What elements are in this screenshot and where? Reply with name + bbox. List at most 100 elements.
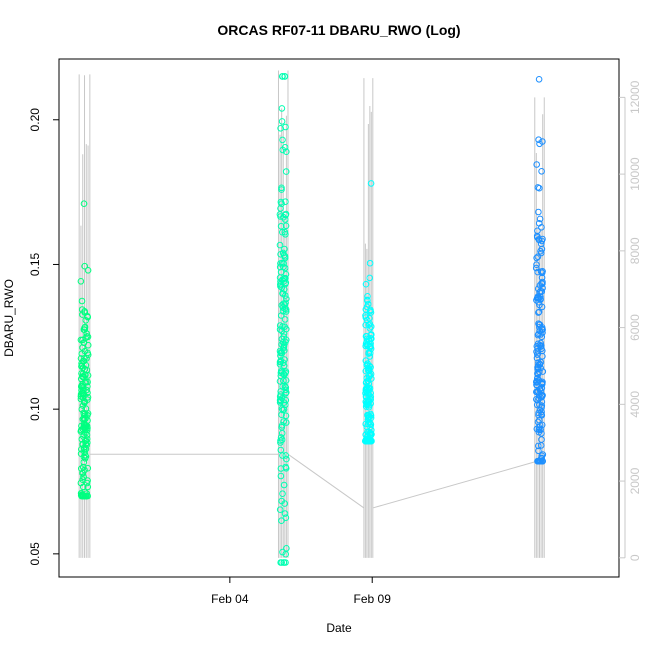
y2-tick-label: 6000 (628, 314, 642, 341)
data-point (82, 334, 89, 342)
data-point (279, 368, 286, 376)
data-point (281, 510, 289, 517)
data-point (80, 200, 88, 207)
data-point (533, 295, 541, 302)
data-point (282, 274, 289, 282)
data-point (282, 550, 290, 558)
data-point (83, 479, 91, 487)
data-point (79, 476, 86, 484)
data-point (278, 105, 286, 112)
data-point (83, 426, 91, 434)
data-point (84, 464, 92, 472)
data-point (278, 429, 286, 437)
data-point (277, 358, 285, 366)
data-point (533, 254, 540, 262)
data-point (80, 410, 88, 418)
data-point (276, 506, 284, 514)
data-point (538, 168, 545, 175)
data-point (84, 313, 91, 321)
data-point (366, 307, 374, 315)
data-point (81, 466, 88, 474)
data-point (282, 514, 290, 522)
data-point (534, 253, 542, 261)
data-point (536, 282, 544, 289)
data-point (534, 331, 542, 339)
data-point (281, 383, 289, 390)
data-point (282, 401, 289, 409)
data-point (282, 222, 290, 230)
data-point (367, 335, 375, 342)
data-point (534, 227, 541, 235)
data-point (80, 398, 88, 405)
data-point (278, 335, 286, 343)
data-point (536, 215, 544, 223)
data-point (84, 477, 91, 484)
data-point (81, 326, 88, 334)
data-point (365, 414, 372, 421)
data-point (283, 455, 290, 463)
plot-frame (58, 58, 620, 578)
data-point (362, 280, 370, 288)
data-point (80, 433, 87, 440)
data-point (283, 295, 290, 303)
data-point (281, 73, 288, 80)
x-tick-label: Feb 09 (354, 592, 392, 606)
data-point (81, 262, 88, 270)
data-point (363, 335, 371, 343)
data-point (277, 281, 284, 288)
data-point (77, 278, 85, 285)
data-point (282, 231, 289, 238)
y-tick-label: 0.20 (28, 108, 42, 132)
data-point (278, 517, 285, 525)
x-tick-label: Feb 04 (211, 592, 249, 606)
data-point (278, 73, 286, 80)
data-point (84, 394, 92, 401)
data-point (83, 441, 90, 449)
data-point (535, 428, 543, 436)
data-point (282, 396, 290, 404)
data-point (81, 455, 89, 462)
data-point (84, 267, 92, 274)
data-point (365, 380, 373, 388)
data-point (282, 384, 290, 391)
data-point (282, 369, 289, 377)
data-point (277, 472, 285, 480)
data-point (366, 353, 374, 360)
data-point (367, 323, 375, 330)
secondary-y-axis: 0 2000 4000 6000 8000 10000 12000 (619, 80, 642, 561)
data-point (539, 268, 546, 275)
data-point (364, 297, 371, 304)
data-point (280, 406, 288, 413)
data-point (534, 347, 542, 355)
data-point (534, 344, 542, 352)
data-point (538, 384, 546, 392)
data-point (84, 483, 92, 491)
data-point (278, 411, 285, 419)
data-point (534, 388, 542, 395)
data-point (83, 492, 90, 500)
data-point (364, 377, 372, 385)
data-point (279, 136, 286, 144)
data-point (367, 331, 375, 339)
data-point (535, 208, 542, 216)
data-point (79, 492, 87, 500)
data-point (280, 330, 288, 338)
y-axis-label: DBARU_RWO (2, 279, 16, 357)
data-point (278, 186, 285, 193)
data-point (282, 211, 289, 219)
data-point (280, 370, 288, 378)
data-point (537, 442, 545, 449)
data-point (363, 333, 371, 340)
data-point (535, 359, 542, 366)
data-point (77, 479, 85, 487)
data-point (538, 274, 546, 282)
data-point (78, 297, 86, 305)
data-point (366, 315, 373, 322)
data-point (535, 298, 542, 306)
y2-tick-label: 10000 (628, 157, 642, 191)
data-point (83, 330, 90, 337)
y2-tick-label: 12000 (628, 80, 642, 114)
chart-title: ORCAS RF07-11 DBARU_RWO (Log) (217, 22, 460, 38)
data-point (278, 184, 285, 192)
